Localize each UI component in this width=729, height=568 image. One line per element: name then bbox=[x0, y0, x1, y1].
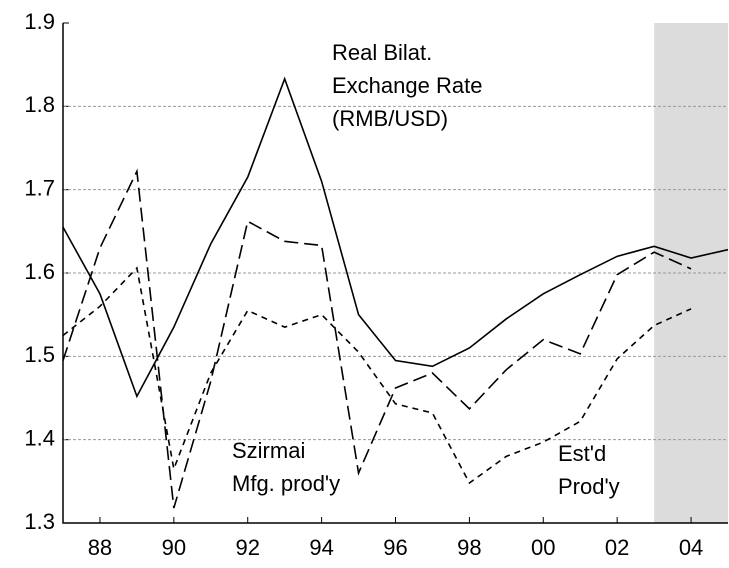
y-tick-label: 1.3 bbox=[24, 509, 55, 534]
annotation: (RMB/USD) bbox=[332, 106, 448, 131]
y-tick-label: 1.6 bbox=[24, 259, 55, 284]
annotation: Real Bilat. bbox=[332, 40, 432, 65]
annotation: Szirmai bbox=[232, 438, 305, 463]
x-tick-label: 00 bbox=[531, 535, 555, 560]
annotation: Est'd bbox=[558, 441, 606, 466]
x-tick-label: 98 bbox=[457, 535, 481, 560]
x-tick-label: 96 bbox=[383, 535, 407, 560]
annotation: Prod'y bbox=[558, 474, 620, 499]
x-tick-label: 88 bbox=[88, 535, 112, 560]
x-tick-label: 04 bbox=[679, 535, 703, 560]
y-tick-label: 1.5 bbox=[24, 342, 55, 367]
x-tick-label: 02 bbox=[605, 535, 629, 560]
y-tick-label: 1.4 bbox=[24, 425, 55, 450]
axes bbox=[62, 23, 728, 524]
series-line bbox=[62, 76, 729, 399]
y-tick-label: 1.8 bbox=[24, 92, 55, 117]
y-tick-label: 1.7 bbox=[24, 175, 55, 200]
x-tick-label: 90 bbox=[162, 535, 186, 560]
x-tick-label: 92 bbox=[235, 535, 259, 560]
annotation: Exchange Rate bbox=[332, 73, 482, 98]
series-line bbox=[62, 168, 692, 509]
x-tick-label: 94 bbox=[309, 535, 333, 560]
annotation: Mfg. prod'y bbox=[232, 471, 340, 496]
y-tick-label: 1.9 bbox=[24, 9, 55, 34]
series-line bbox=[62, 266, 692, 485]
